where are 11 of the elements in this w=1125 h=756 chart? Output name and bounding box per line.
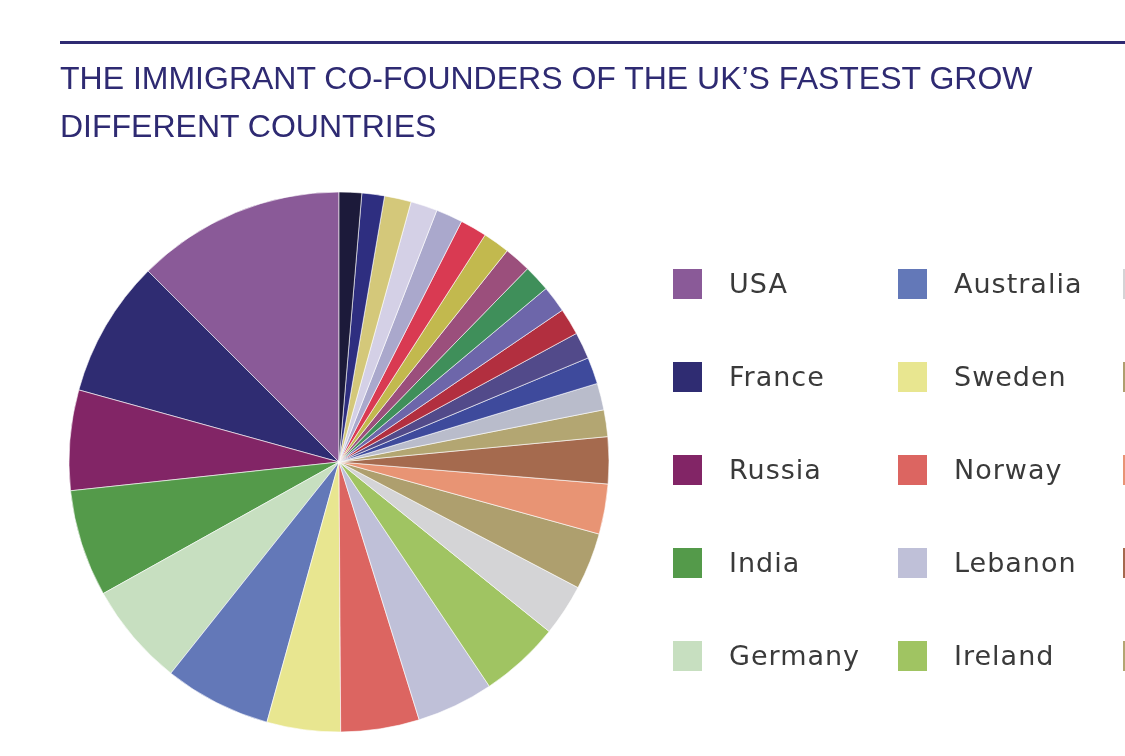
legend-label: France xyxy=(729,361,825,392)
legend-label: USA xyxy=(729,268,788,299)
legend-label: Australia xyxy=(954,268,1083,299)
legend-label: Germany xyxy=(729,640,861,671)
legend-label: Ireland xyxy=(954,640,1055,671)
legend-label: India xyxy=(729,547,801,578)
legend-label: Russia xyxy=(729,454,822,485)
chart-title: THE IMMIGRANT CO-FOUNDERS OF THE UK’S FASTEST GROW DIFFERENT COUNTRIES xyxy=(60,59,1034,146)
legend-label: Lebanon xyxy=(954,547,1077,578)
legend-label: Sweden xyxy=(954,361,1067,392)
legend-label: Norway xyxy=(954,454,1063,485)
